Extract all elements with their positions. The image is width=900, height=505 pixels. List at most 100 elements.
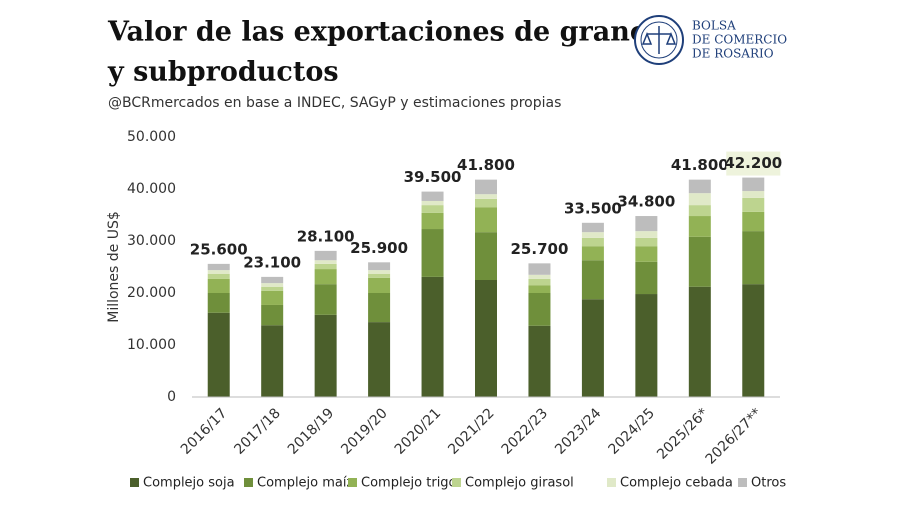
legend-swatch — [244, 478, 253, 487]
legend-swatch — [130, 478, 139, 487]
legend-swatch — [452, 478, 461, 487]
bar-segment — [528, 293, 551, 326]
bar-segment — [742, 284, 765, 397]
bar-segment — [635, 231, 658, 238]
total-label: 34.800 — [617, 193, 675, 211]
bar-segment — [314, 260, 337, 264]
total-label: 39.500 — [404, 168, 462, 186]
logo-scale — [641, 26, 677, 54]
logo: BOLSA DE COMERCIO DE ROSARIO — [634, 15, 787, 65]
bar-segment — [207, 312, 230, 397]
bar-segment — [475, 179, 497, 195]
bar-segment — [528, 263, 551, 275]
chart-title: Valor de las exportaciones de granos — [107, 17, 663, 48]
bar-segment — [314, 269, 337, 285]
bar-segment — [314, 314, 337, 397]
bar-segment — [581, 260, 604, 300]
bar-segment — [314, 284, 337, 315]
x-tick-label: 2018/19 — [285, 405, 337, 457]
logo-text: DE ROSARIO — [692, 47, 774, 61]
x-tick-label: 2026/27** — [703, 405, 765, 467]
bar-segment — [207, 270, 230, 274]
bar-segment — [581, 237, 604, 247]
bar-segment — [207, 263, 230, 271]
bar-segment — [635, 294, 658, 397]
y-axis-title: Millones de US$ — [106, 211, 122, 323]
bar-segment — [581, 222, 604, 233]
logo-text: DE COMERCIO — [692, 33, 787, 47]
bar-segment — [368, 322, 391, 397]
bar-segment — [528, 278, 551, 286]
bar-segment — [261, 283, 284, 287]
bar-segment — [742, 177, 765, 192]
bar-segment — [688, 286, 711, 397]
total-label: 33.500 — [564, 199, 622, 217]
bar-segment — [368, 273, 391, 278]
bar-segment — [742, 231, 765, 285]
x-tick-label: 2016/17 — [178, 405, 230, 457]
x-tick-label: 2024/25 — [606, 405, 658, 457]
bar-segment — [368, 270, 391, 274]
bar-segment — [207, 293, 230, 313]
logo-ring — [640, 21, 678, 59]
bar-segment — [528, 285, 551, 293]
bar-segment — [688, 193, 711, 206]
logo-text: BOLSA — [692, 19, 736, 33]
bar-segment — [261, 325, 284, 397]
bar-segment — [688, 205, 711, 217]
total-label: 23.100 — [243, 253, 301, 271]
bar-segment — [581, 232, 604, 238]
total-label: 42.200 — [724, 154, 782, 172]
x-tick-label: 2017/18 — [231, 405, 283, 457]
bar-segment — [635, 216, 658, 232]
bar-segment — [261, 286, 284, 291]
legend-label: Complejo maíz — [257, 476, 353, 491]
legend-label: Otros — [751, 476, 786, 491]
x-tick-label: 2019/20 — [338, 405, 390, 457]
bar-segment — [261, 276, 284, 284]
bar-segment — [528, 274, 551, 279]
legend-swatch — [348, 478, 357, 487]
bar-segment — [688, 179, 711, 194]
bar-segment — [421, 229, 444, 277]
bar-segment — [742, 197, 765, 212]
x-tick-label: 2021/22 — [445, 405, 497, 457]
bar-segment — [421, 205, 444, 213]
bar-segment — [475, 194, 497, 199]
legend-label: Complejo soja — [143, 476, 235, 491]
bar-segment — [261, 290, 284, 305]
bar-segment — [742, 191, 765, 198]
bar-segment — [688, 236, 711, 287]
total-label: 25.900 — [350, 239, 408, 257]
y-tick-label: 30.000 — [127, 233, 176, 249]
x-tick-label: 2022/23 — [499, 405, 551, 457]
chart-subtitle: @BCRmercados en base a INDEC, SAGyP y es… — [108, 95, 561, 111]
x-tick-label: 2020/21 — [392, 405, 444, 457]
bar-segment — [421, 191, 444, 201]
y-tick-label: 40.000 — [127, 181, 176, 197]
bar-segment — [421, 212, 444, 230]
bar-segment — [475, 207, 497, 233]
bar-segment — [207, 273, 230, 279]
bar-segment — [635, 261, 658, 295]
bar-segment — [421, 200, 444, 206]
y-tick-label: 20.000 — [127, 285, 176, 301]
bar-segment — [635, 237, 658, 247]
chart-title: y subproductos — [107, 57, 339, 88]
total-label: 25.700 — [511, 240, 569, 258]
bar-segment — [475, 198, 497, 208]
legend-label: Complejo cebada — [620, 476, 733, 491]
legend-swatch — [607, 478, 616, 487]
bar-segment — [368, 262, 391, 271]
bar-segment — [368, 277, 391, 293]
bar-segment — [581, 246, 604, 261]
bar-segment — [688, 216, 711, 237]
total-label: 25.600 — [190, 240, 248, 258]
total-highlight — [726, 151, 781, 176]
bar-segment — [314, 250, 337, 261]
y-tick-label: 50.000 — [127, 129, 176, 145]
bar-segment — [261, 304, 284, 326]
bar-segment — [368, 293, 391, 323]
bar-segment — [314, 263, 337, 270]
